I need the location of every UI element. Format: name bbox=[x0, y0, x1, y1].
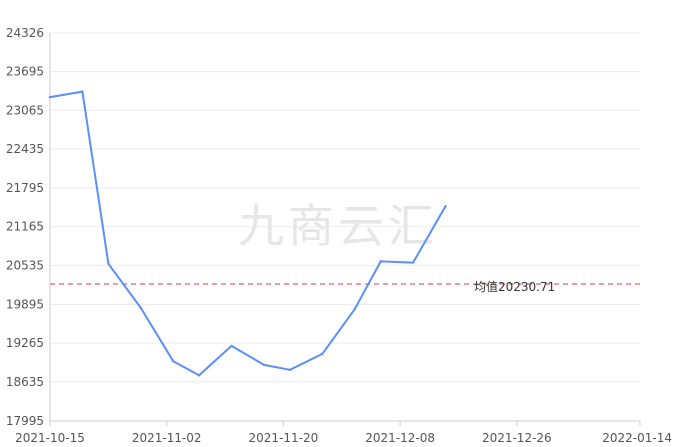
x-tick-label: 2021-10-15 bbox=[15, 431, 85, 445]
y-tick-label: 17995 bbox=[6, 414, 44, 428]
series-line bbox=[49, 90, 447, 377]
average-label: 均值20230.71 bbox=[474, 279, 555, 294]
data-point bbox=[171, 360, 175, 363]
x-tick-label: 2021-11-02 bbox=[132, 431, 202, 445]
data-point bbox=[230, 344, 233, 348]
axis-layer: 17995 18635 19265 19895 20535 21165 21795 22435… bbox=[6, 26, 672, 445]
y-tick-label: 23065 bbox=[6, 103, 44, 117]
y-tick-label: 18635 bbox=[6, 375, 44, 389]
y-tick-label: 19895 bbox=[6, 298, 44, 312]
x-tick-label: 2022-01-14 bbox=[602, 431, 672, 445]
y-tick-label: 21795 bbox=[6, 181, 44, 195]
data-point bbox=[379, 260, 382, 263]
series-layer bbox=[48, 90, 447, 377]
grid-layer bbox=[50, 32, 640, 383]
x-tick-label: 2021-11-20 bbox=[249, 431, 319, 445]
data-point bbox=[353, 307, 356, 311]
data-point bbox=[48, 95, 52, 99]
y-tick-label: 20535 bbox=[6, 258, 44, 272]
data-point bbox=[288, 368, 292, 372]
y-tick-label: 24326 bbox=[6, 26, 44, 40]
x-tick-label: 2021-12-08 bbox=[365, 431, 435, 445]
data-point bbox=[197, 374, 201, 377]
x-tick-label: 2021-12-26 bbox=[482, 431, 552, 445]
y-tick-label: 19265 bbox=[6, 336, 44, 350]
data-point bbox=[139, 306, 142, 310]
data-point bbox=[411, 261, 415, 264]
watermark-text: 九商云汇 bbox=[238, 199, 438, 253]
y-tick-label: 21165 bbox=[6, 220, 44, 234]
y-tick-label: 22435 bbox=[6, 142, 44, 156]
data-point bbox=[81, 90, 84, 93]
data-point bbox=[444, 204, 447, 208]
y-tick-label: 23695 bbox=[6, 65, 44, 79]
data-point bbox=[107, 262, 110, 266]
average-layer: 均值20230.71 bbox=[50, 279, 640, 294]
data-point bbox=[262, 363, 266, 367]
data-point bbox=[321, 352, 324, 356]
